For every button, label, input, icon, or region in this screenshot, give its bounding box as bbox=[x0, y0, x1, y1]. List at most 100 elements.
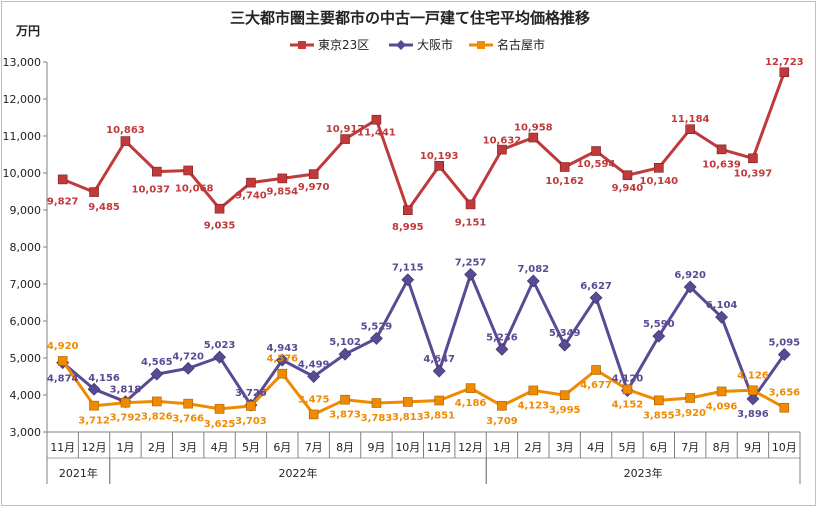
data-label: 4,152 bbox=[612, 399, 644, 410]
data-label: 4,186 bbox=[455, 398, 487, 409]
data-point bbox=[57, 174, 68, 185]
x-tick-label: 1月 bbox=[493, 441, 511, 454]
year-group-label: 2023年 bbox=[624, 466, 663, 480]
x-tick-label: 6月 bbox=[650, 441, 668, 454]
data-point bbox=[716, 386, 727, 397]
x-tick-label: 9月 bbox=[367, 441, 385, 454]
data-point bbox=[591, 365, 601, 375]
data-label: 3,792 bbox=[110, 413, 142, 424]
y-tick-label: 13,000 bbox=[3, 56, 42, 69]
data-point bbox=[654, 395, 664, 406]
data-label: 10,863 bbox=[106, 125, 145, 136]
data-point bbox=[308, 169, 319, 179]
data-label: 4,123 bbox=[517, 400, 549, 411]
data-label: 10,140 bbox=[640, 176, 679, 187]
data-point bbox=[685, 393, 695, 403]
x-tick-label: 12月 bbox=[458, 441, 483, 454]
series-line bbox=[61, 273, 786, 407]
data-point bbox=[559, 390, 570, 400]
data-point bbox=[370, 332, 383, 345]
data-label: 4,156 bbox=[88, 373, 120, 384]
data-label: 4,874 bbox=[47, 374, 79, 385]
data-point bbox=[715, 310, 728, 324]
data-label: 3,920 bbox=[674, 408, 706, 419]
x-tick-label: 4月 bbox=[587, 441, 605, 454]
data-point bbox=[528, 132, 539, 143]
data-label: 10,193 bbox=[420, 151, 459, 162]
x-tick-label: 9月 bbox=[744, 441, 762, 454]
y-tick-label: 5,000 bbox=[10, 352, 42, 365]
data-point bbox=[89, 400, 99, 411]
data-point bbox=[213, 350, 226, 364]
data-point bbox=[57, 356, 68, 366]
legend-marker bbox=[477, 41, 485, 49]
data-point bbox=[340, 394, 350, 405]
data-label: 3,896 bbox=[737, 409, 769, 420]
data-point bbox=[277, 173, 288, 184]
data-point bbox=[434, 395, 444, 406]
data-label: 5,236 bbox=[486, 332, 518, 343]
data-point bbox=[497, 144, 507, 155]
y-tick-label: 7,000 bbox=[10, 278, 42, 291]
data-label: 10,917 bbox=[326, 124, 365, 135]
data-point bbox=[403, 205, 413, 215]
data-point bbox=[622, 384, 633, 395]
y-tick-label: 6,000 bbox=[10, 315, 42, 328]
data-point bbox=[683, 280, 697, 294]
data-label: 3,703 bbox=[235, 416, 267, 427]
data-label: 3,712 bbox=[78, 416, 110, 427]
x-tick-label: 6月 bbox=[273, 441, 291, 454]
data-point bbox=[214, 203, 225, 214]
data-label: 3,475 bbox=[298, 394, 330, 405]
data-label: 3,625 bbox=[204, 419, 236, 430]
data-label: 3,995 bbox=[549, 405, 581, 416]
chart-title: 三大都市圏主要都市の中古一戸建て住宅平均価格推移 bbox=[230, 9, 590, 27]
data-label: 7,257 bbox=[455, 257, 487, 268]
data-label: 12,723 bbox=[765, 57, 804, 68]
data-label: 10,037 bbox=[132, 185, 171, 196]
data-point bbox=[120, 136, 131, 146]
y-tick-label: 8,000 bbox=[10, 241, 42, 254]
data-point bbox=[779, 402, 790, 413]
x-tick-label: 1月 bbox=[116, 441, 134, 454]
year-group-label: 2022年 bbox=[279, 466, 318, 480]
data-label: 8,995 bbox=[392, 222, 424, 233]
data-point bbox=[183, 398, 193, 409]
x-tick-label: 12月 bbox=[82, 441, 107, 454]
data-point bbox=[622, 170, 633, 181]
data-label: 5,023 bbox=[204, 340, 236, 351]
data-point bbox=[748, 153, 758, 164]
data-label: 4,126 bbox=[737, 370, 769, 381]
x-tick-label: 3月 bbox=[556, 441, 574, 454]
data-point bbox=[308, 409, 319, 420]
data-label: 6,920 bbox=[674, 270, 706, 281]
legend-marker bbox=[298, 41, 306, 49]
data-point bbox=[685, 124, 695, 134]
y-axis-unit: 万円 bbox=[15, 24, 40, 38]
y-tick-label: 12,000 bbox=[3, 93, 42, 106]
data-point bbox=[340, 134, 350, 144]
data-point bbox=[401, 273, 415, 287]
data-label: 10,397 bbox=[734, 168, 773, 179]
x-tick-label: 2月 bbox=[524, 441, 542, 454]
x-tick-label: 11月 bbox=[50, 441, 75, 454]
data-label: 11,184 bbox=[671, 114, 710, 125]
data-label: 4,565 bbox=[141, 357, 173, 368]
data-label: 3,855 bbox=[643, 410, 675, 421]
data-point bbox=[87, 382, 101, 396]
data-label: 3,818 bbox=[110, 385, 142, 396]
data-point bbox=[275, 353, 289, 367]
data-point bbox=[465, 383, 476, 393]
y-tick-label: 10,000 bbox=[3, 167, 42, 180]
x-tick-label: 5月 bbox=[618, 441, 636, 454]
data-label: 10,958 bbox=[514, 123, 553, 134]
y-tick-label: 9,000 bbox=[10, 204, 42, 217]
y-tick-label: 11,000 bbox=[3, 130, 42, 143]
data-point bbox=[152, 166, 162, 177]
data-label: 4,120 bbox=[612, 374, 644, 385]
data-point bbox=[654, 163, 664, 173]
legend-marker bbox=[396, 40, 406, 50]
data-label: 9,940 bbox=[612, 183, 644, 194]
x-tick-label: 7月 bbox=[305, 441, 323, 454]
